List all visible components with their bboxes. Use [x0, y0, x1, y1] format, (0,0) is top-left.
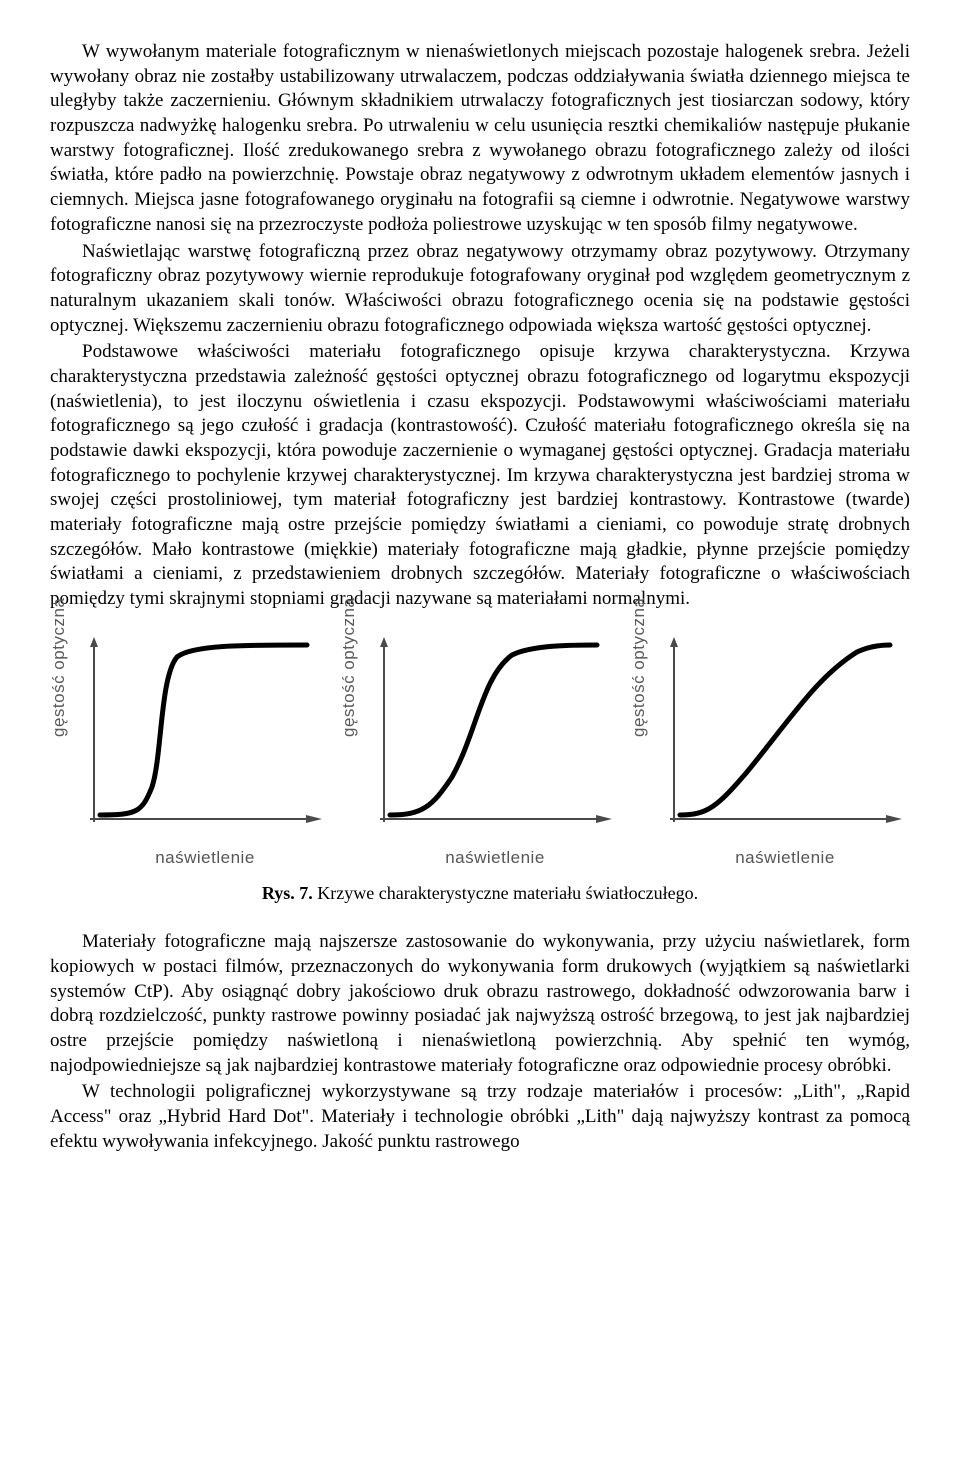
x-axis-label: naświetlenie: [340, 847, 620, 869]
paragraph-5: W technologii poligraficznej wykorzystyw…: [50, 1080, 910, 1154]
figure-caption-bold: Rys. 7.: [262, 883, 313, 903]
y-axis-label: gęstość optyczna: [48, 597, 70, 736]
figure-caption-rest: Krzywe charakterystyczne materiału świat…: [313, 883, 698, 903]
figure-caption: Rys. 7. Krzywe charakterystyczne materia…: [50, 882, 910, 905]
paragraph-3: Podstawowe właściwości materiału fotogra…: [50, 340, 910, 612]
curve-chart-2: gęstość optycznanaświetlenie: [340, 637, 620, 867]
chart-svg: [662, 637, 902, 827]
chart-svg: [372, 637, 612, 827]
x-axis-label: naświetlenie: [50, 847, 330, 869]
y-axis-label: gęstość optyczna: [628, 597, 650, 736]
paragraph-1: W wywołanym materiale fotograficznym w n…: [50, 40, 910, 238]
y-axis-label: gęstość optyczna: [338, 597, 360, 736]
paragraph-2: Naświetlając warstwę fotograficzną przez…: [50, 240, 910, 339]
curve-chart-3: gęstość optycznanaświetlenie: [630, 637, 910, 867]
x-axis-label: naświetlenie: [630, 847, 910, 869]
paragraph-4: Materiały fotograficzne mają najszersze …: [50, 930, 910, 1078]
curve-chart-1: gęstość optycznanaświetlenie: [50, 637, 330, 867]
chart-svg: [82, 637, 322, 827]
figure-row: gęstość optycznanaświetleniegęstość opty…: [50, 637, 910, 867]
